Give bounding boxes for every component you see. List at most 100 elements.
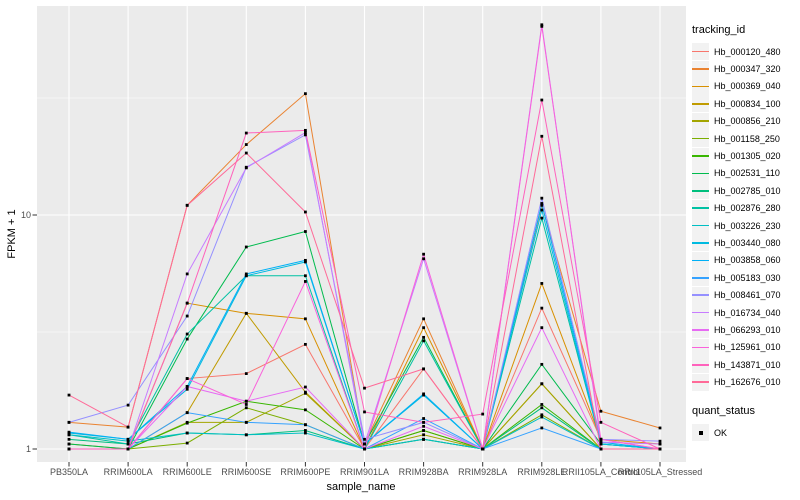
legend-key-line-icon <box>692 155 709 157</box>
legend-key-line-icon <box>692 329 709 331</box>
legend-item: Hb_008461_070 <box>692 286 798 304</box>
legend-item-label: Hb_125961_010 <box>714 342 781 353</box>
legend-item: Hb_003858_060 <box>692 251 798 269</box>
legend-item-label: Hb_005183_030 <box>714 272 781 283</box>
legend-item-label: Hb_008461_070 <box>714 290 781 301</box>
legend-item-label: Hb_002531_110 <box>714 168 780 179</box>
legend-title-quant-status: quant_status <box>692 404 755 417</box>
legend-key-swatch <box>692 217 709 235</box>
x-tick-label: RRIM600LE <box>162 467 212 477</box>
legend-key-swatch <box>692 234 709 252</box>
black-square-point-icon <box>698 430 703 435</box>
legend-key-swatch <box>692 269 709 287</box>
legend-item: Hb_000856_210 <box>692 112 798 130</box>
legend-key-swatch <box>692 182 709 200</box>
quant-status-items: OK <box>692 424 798 441</box>
legend-item-label: Hb_001305_020 <box>714 151 781 162</box>
legend-key-line-icon <box>692 137 709 140</box>
legend-key-swatch <box>692 147 709 165</box>
legend-item-label: Hb_003858_060 <box>714 255 781 266</box>
legend-key-line-icon <box>692 120 709 123</box>
legend-key-swatch <box>692 77 709 95</box>
x-tick-label: RRII105LA_Control <box>561 467 640 477</box>
legend-key-line-icon <box>692 346 709 349</box>
legend-key-line-icon <box>692 224 709 227</box>
legend-key-swatch <box>692 43 709 61</box>
legend-key-line-icon <box>692 259 709 262</box>
legend-item: Hb_001158_250 <box>692 130 798 148</box>
legend-item: Hb_162676_010 <box>692 373 798 391</box>
legend-item-label: Hb_003440_080 <box>714 237 781 248</box>
legend-key-line-icon <box>692 68 709 70</box>
legend-item-label: Hb_002785_010 <box>714 185 781 196</box>
x-axis-title: sample_name <box>326 481 396 493</box>
x-tick-label: RRIM928BA <box>398 467 449 477</box>
legend-item-label: Hb_001158_250 <box>714 133 780 144</box>
x-tick-label: RRIM928LE <box>517 467 567 477</box>
quant-status-item: OK <box>692 424 798 441</box>
legend-item-label: Hb_143871_010 <box>714 359 781 370</box>
legend-items: Hb_000120_480 Hb_000347_320 Hb_000369_040 H… <box>692 43 798 391</box>
legend-item-label: Hb_000347_320 <box>714 64 781 75</box>
legend-item: Hb_125961_010 <box>692 338 798 356</box>
legend-item: Hb_143871_010 <box>692 356 798 374</box>
quant-status-legend: quant_status OK <box>692 405 798 441</box>
legend-item: Hb_001305_020 <box>692 147 798 165</box>
legend-key-line-icon <box>692 85 709 88</box>
legend-item: Hb_002876_280 <box>692 199 798 217</box>
legend-item-label: Hb_000834_100 <box>714 98 781 109</box>
quant-status-label: OK <box>714 427 728 438</box>
legend-item-label: Hb_000369_040 <box>714 81 781 92</box>
legend-key-swatch <box>692 112 709 130</box>
legend-key-swatch <box>692 164 709 182</box>
legend-key-line-icon <box>692 242 709 244</box>
legend-key-swatch <box>692 321 709 339</box>
legend-item: Hb_002531_110 <box>692 164 798 182</box>
legend-key-line-icon <box>692 103 709 105</box>
x-tick-label: RRIM600SE <box>221 467 272 477</box>
legend-item: Hb_002785_010 <box>692 182 798 200</box>
quant-key-swatch <box>692 424 709 441</box>
legend-key-swatch <box>692 130 709 148</box>
legend-key-swatch <box>692 338 709 356</box>
legend-item: Hb_000347_320 <box>692 60 798 78</box>
legend-key-line-icon <box>692 207 709 209</box>
legend-item: Hb_066293_010 <box>692 321 798 339</box>
legend-item-label: Hb_066293_010 <box>714 324 781 335</box>
legend-item: Hb_000369_040 <box>692 77 798 95</box>
x-tick-label: RRIM901LA <box>339 467 390 477</box>
legend-item-label: Hb_002876_280 <box>714 203 781 214</box>
legend-item-label: Hb_003226_230 <box>714 220 781 231</box>
legend-key-line-icon <box>692 190 709 192</box>
legend-title-tracking-id: tracking_id <box>692 24 746 36</box>
legend-key-swatch <box>692 286 709 304</box>
legend-item: Hb_003226_230 <box>692 217 798 235</box>
legend-key-line-icon <box>692 311 709 314</box>
legend-item-label: Hb_162676_010 <box>714 377 781 388</box>
legend: tracking_id Hb_000120_480 Hb_000347_320 Hb… <box>692 24 798 441</box>
legend-key-line-icon <box>692 363 709 366</box>
legend-item: Hb_000120_480 <box>692 43 798 61</box>
x-tick-label: PB350LA <box>49 467 89 477</box>
legend-key-swatch <box>692 373 709 391</box>
legend-key-line-icon <box>692 172 709 175</box>
y-tick-label: 10 <box>20 209 31 220</box>
legend-item: Hb_016734_040 <box>692 304 798 322</box>
x-tick-label: RRII105LA_Stressed <box>617 467 703 477</box>
legend-key-swatch <box>692 60 709 78</box>
legend-key-swatch <box>692 304 709 322</box>
x-tick-label: RRIM600LA <box>103 467 153 477</box>
legend-item-label: Hb_000856_210 <box>714 116 781 127</box>
legend-key-swatch <box>692 356 709 374</box>
y-tick-label: 1 <box>25 443 31 454</box>
legend-key-swatch <box>692 199 709 217</box>
legend-key-line-icon <box>692 381 709 383</box>
plot-panel <box>37 6 686 462</box>
x-tick-label: RRIM928LA <box>458 467 508 477</box>
legend-item-label: Hb_016734_040 <box>714 307 781 318</box>
legend-item: Hb_005183_030 <box>692 269 798 287</box>
legend-key-line-icon <box>692 294 709 296</box>
legend-key-line-icon <box>692 50 709 53</box>
